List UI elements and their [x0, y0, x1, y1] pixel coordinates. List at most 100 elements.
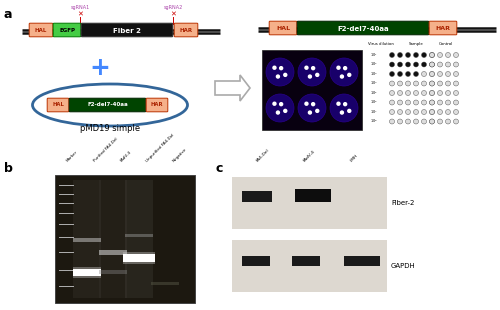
- Polygon shape: [215, 75, 250, 101]
- Bar: [73, 238, 101, 242]
- Text: Negative: Negative: [172, 147, 188, 163]
- Bar: [73, 269, 101, 276]
- Circle shape: [398, 62, 402, 67]
- Bar: [99, 250, 127, 255]
- Circle shape: [311, 66, 316, 70]
- Text: LMH: LMH: [349, 153, 358, 163]
- FancyBboxPatch shape: [297, 21, 429, 35]
- Circle shape: [446, 72, 450, 77]
- Circle shape: [308, 74, 312, 79]
- Text: 10$^7$: 10$^7$: [370, 108, 378, 116]
- Text: b: b: [4, 162, 13, 175]
- Circle shape: [283, 109, 288, 113]
- Circle shape: [454, 72, 458, 77]
- Circle shape: [422, 52, 426, 57]
- Text: sgRNA1: sgRNA1: [70, 5, 90, 10]
- Bar: [262, 50, 362, 130]
- Text: HAR: HAR: [150, 103, 164, 108]
- Circle shape: [315, 73, 320, 77]
- Circle shape: [430, 119, 434, 124]
- FancyBboxPatch shape: [429, 21, 457, 35]
- FancyBboxPatch shape: [269, 21, 297, 35]
- Circle shape: [276, 74, 280, 79]
- Text: 10$^2$: 10$^2$: [370, 61, 378, 68]
- Circle shape: [311, 102, 316, 106]
- Bar: [55, 175, 195, 303]
- Circle shape: [304, 65, 308, 70]
- Text: EGFP: EGFP: [59, 29, 75, 33]
- Circle shape: [422, 81, 426, 86]
- Circle shape: [266, 94, 294, 122]
- Circle shape: [414, 72, 418, 77]
- Circle shape: [414, 119, 418, 124]
- Text: GAPDH: GAPDH: [391, 263, 416, 269]
- Circle shape: [422, 119, 426, 124]
- Text: Virus dilution: Virus dilution: [368, 42, 394, 46]
- Text: a: a: [4, 7, 12, 20]
- Circle shape: [446, 81, 450, 86]
- Circle shape: [430, 81, 434, 86]
- Circle shape: [446, 100, 450, 105]
- Circle shape: [272, 101, 276, 106]
- Circle shape: [406, 52, 410, 57]
- Text: F2-del7-40aa: F2-del7-40aa: [337, 26, 389, 32]
- Circle shape: [343, 102, 347, 106]
- Circle shape: [430, 62, 434, 67]
- Text: ✕: ✕: [170, 11, 176, 17]
- Circle shape: [330, 58, 358, 86]
- Circle shape: [438, 81, 442, 86]
- Bar: [73, 180, 101, 298]
- Circle shape: [430, 100, 434, 105]
- Circle shape: [430, 119, 434, 124]
- Circle shape: [454, 91, 458, 95]
- Circle shape: [398, 109, 402, 114]
- Text: 10$^8$: 10$^8$: [370, 118, 378, 125]
- Circle shape: [454, 81, 458, 86]
- Circle shape: [430, 100, 434, 105]
- Circle shape: [390, 119, 394, 124]
- Text: 10$^4$: 10$^4$: [370, 80, 378, 87]
- Circle shape: [438, 62, 442, 67]
- Bar: [292, 256, 320, 266]
- Circle shape: [414, 100, 418, 105]
- Circle shape: [406, 72, 410, 77]
- Text: sgRNA2: sgRNA2: [164, 5, 182, 10]
- Bar: [151, 282, 179, 285]
- Circle shape: [343, 66, 347, 70]
- Circle shape: [390, 72, 394, 77]
- Circle shape: [406, 62, 410, 67]
- Bar: [232, 177, 387, 229]
- Bar: [123, 252, 155, 264]
- Circle shape: [390, 81, 394, 86]
- Circle shape: [390, 91, 394, 95]
- Circle shape: [272, 65, 276, 70]
- Circle shape: [315, 109, 320, 113]
- Circle shape: [422, 100, 426, 105]
- Circle shape: [454, 52, 458, 57]
- Circle shape: [390, 62, 394, 67]
- Circle shape: [398, 72, 402, 77]
- Text: Marker: Marker: [65, 150, 78, 163]
- Text: HAL: HAL: [52, 103, 64, 108]
- Circle shape: [390, 109, 394, 114]
- Bar: [73, 267, 101, 278]
- FancyBboxPatch shape: [47, 98, 69, 112]
- Text: ✕: ✕: [77, 11, 83, 17]
- Circle shape: [422, 72, 426, 77]
- Bar: [232, 240, 387, 292]
- Circle shape: [438, 52, 442, 57]
- Text: +: +: [90, 56, 110, 80]
- Text: FAdV-4: FAdV-4: [302, 149, 316, 163]
- Circle shape: [446, 109, 450, 114]
- Bar: [125, 234, 153, 237]
- Circle shape: [446, 119, 450, 124]
- Circle shape: [430, 52, 434, 57]
- Circle shape: [430, 109, 434, 114]
- Circle shape: [454, 109, 458, 114]
- Text: pMD19 simple: pMD19 simple: [80, 124, 140, 133]
- Circle shape: [283, 73, 288, 77]
- Circle shape: [406, 119, 410, 124]
- Text: HAR: HAR: [436, 26, 450, 32]
- Circle shape: [308, 110, 312, 115]
- Circle shape: [446, 91, 450, 95]
